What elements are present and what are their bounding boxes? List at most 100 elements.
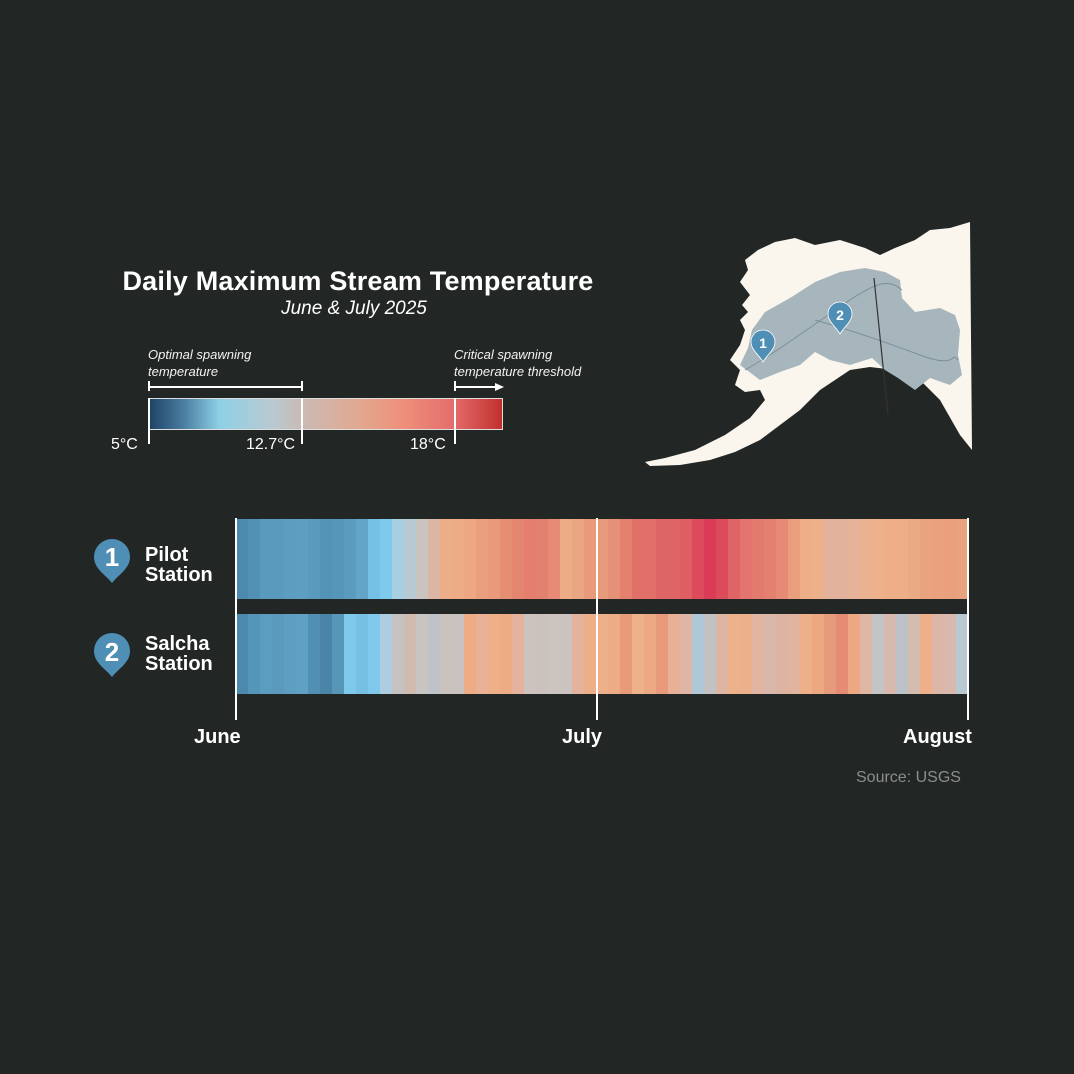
- day-cell: [524, 519, 536, 599]
- day-cell: [404, 614, 416, 694]
- day-cell: [596, 614, 608, 694]
- day-cell: [356, 519, 368, 599]
- day-cell: [584, 519, 596, 599]
- day-cell: [404, 519, 416, 599]
- day-cell: [536, 519, 548, 599]
- day-cell: [680, 614, 692, 694]
- day-cell: [920, 614, 932, 694]
- station-name-line1: Salcha: [145, 633, 210, 655]
- source-note: Source: USGS: [856, 769, 961, 786]
- day-cell: [332, 614, 344, 694]
- chart-subtitle: June & July 2025: [281, 298, 427, 319]
- day-cell: [620, 614, 632, 694]
- day-cell: [296, 519, 308, 599]
- station-name-line1: Pilot: [145, 544, 189, 566]
- day-cell: [464, 614, 476, 694]
- scale-label-critical: 18°C: [410, 436, 446, 453]
- day-cell: [284, 519, 296, 599]
- day-cell: [260, 614, 272, 694]
- day-cell: [656, 519, 668, 599]
- critical-note: Critical spawning temperature threshold: [454, 346, 581, 380]
- day-cell: [848, 519, 860, 599]
- day-cell: [380, 614, 392, 694]
- svg-text:1: 1: [105, 542, 119, 572]
- day-cell: [812, 614, 824, 694]
- day-cell: [872, 519, 884, 599]
- scale-tick-min: [148, 398, 150, 444]
- station-label-salcha: Salcha Station: [145, 634, 213, 674]
- day-cell: [380, 519, 392, 599]
- day-cell: [656, 614, 668, 694]
- arrow-right-icon: [495, 383, 504, 391]
- day-cell: [896, 614, 908, 694]
- strip-pilot-station: [236, 519, 968, 599]
- station-name-line2: Station: [145, 653, 213, 675]
- map-pin-1: 1: [750, 329, 776, 363]
- day-cell: [308, 519, 320, 599]
- yukon-basin: [740, 268, 962, 390]
- day-cell: [716, 614, 728, 694]
- day-cell: [596, 519, 608, 599]
- day-cell: [452, 519, 464, 599]
- alaska-map: 1 2: [645, 222, 972, 466]
- critical-note-line1: Critical spawning: [454, 347, 553, 362]
- day-cell: [272, 519, 284, 599]
- day-cell: [476, 614, 488, 694]
- day-cell: [632, 614, 644, 694]
- day-cell: [560, 614, 572, 694]
- day-cell: [944, 519, 956, 599]
- day-cell: [944, 614, 956, 694]
- axis-line-august: [967, 518, 969, 720]
- scale-label-optimal: 12.7°C: [246, 436, 296, 453]
- day-cell: [932, 519, 944, 599]
- day-cell: [344, 519, 356, 599]
- month-label-june: June: [194, 726, 241, 748]
- day-cell: [872, 614, 884, 694]
- day-cell: [512, 519, 524, 599]
- day-cell: [500, 614, 512, 694]
- day-cell: [740, 519, 752, 599]
- optimal-note: Optimal spawning temperature: [148, 346, 251, 380]
- day-cell: [704, 614, 716, 694]
- day-cell: [284, 614, 296, 694]
- day-cell: [488, 614, 500, 694]
- station-label-pilot: Pilot Station: [145, 545, 213, 585]
- day-cell: [368, 614, 380, 694]
- day-cell: [716, 519, 728, 599]
- day-cell: [728, 614, 740, 694]
- day-cell: [776, 519, 788, 599]
- color-scale-bar: [148, 398, 503, 430]
- day-cell: [812, 519, 824, 599]
- scale-tick-critical: [454, 398, 456, 444]
- day-cell: [776, 614, 788, 694]
- day-cell: [632, 519, 644, 599]
- day-cell: [500, 519, 512, 599]
- day-cell: [620, 519, 632, 599]
- day-cell: [236, 519, 248, 599]
- day-cell: [368, 519, 380, 599]
- day-cell: [932, 614, 944, 694]
- day-cell: [752, 519, 764, 599]
- day-cell: [896, 519, 908, 599]
- day-cell: [236, 614, 248, 694]
- optimal-note-line1: Optimal spawning: [148, 347, 252, 362]
- day-cell: [692, 614, 704, 694]
- day-cell: [956, 519, 968, 599]
- day-cell: [740, 614, 752, 694]
- day-cell: [548, 519, 560, 599]
- day-cell: [392, 614, 404, 694]
- month-label-july: July: [562, 726, 603, 748]
- day-cell: [764, 614, 776, 694]
- day-cell: [824, 519, 836, 599]
- day-cell: [608, 519, 620, 599]
- day-cell: [476, 519, 488, 599]
- day-cell: [608, 614, 620, 694]
- day-cell: [248, 519, 260, 599]
- day-cell: [836, 519, 848, 599]
- day-cell: [392, 519, 404, 599]
- day-cell: [884, 614, 896, 694]
- day-cell: [296, 614, 308, 694]
- day-cell: [440, 519, 452, 599]
- day-cell: [824, 614, 836, 694]
- station-pin-2-icon: 2: [94, 633, 130, 677]
